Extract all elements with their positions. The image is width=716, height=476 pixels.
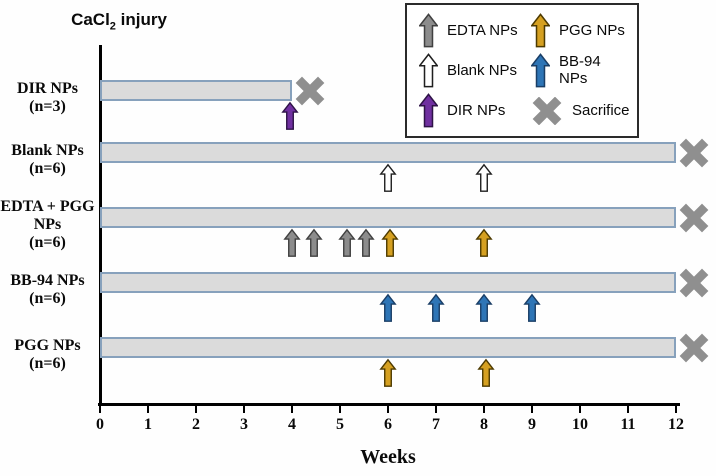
legend-label: EDTA NPs [447, 21, 518, 39]
group-label: DIR NPs (n=3) [0, 66, 95, 130]
bb94-arrow-icon [475, 293, 493, 322]
sacrifice-icon [293, 76, 327, 105]
bb94-arrow-icon [379, 293, 397, 322]
legend-item-dir-nps: DIR NPs [419, 92, 531, 129]
legend-item-sacrifice: Sacrifice [531, 96, 633, 125]
axis-tick [243, 405, 245, 413]
axis-tick [675, 405, 677, 413]
legend-label: Blank NPs [447, 61, 518, 79]
axis-tick-label: 10 [572, 416, 588, 433]
axis-tick-label: 12 [668, 416, 684, 433]
timeline-bar [100, 272, 676, 293]
axis-tick [483, 405, 485, 413]
blank-arrow-icon [379, 163, 397, 192]
edta-arrow-icon [357, 228, 376, 257]
group-label: PGG NPs (n=6) [0, 323, 95, 387]
bb94-arrow-icon [531, 53, 550, 88]
pgg-arrow-icon [379, 358, 397, 387]
axis-tick [147, 405, 149, 413]
blank-arrow-icon [475, 163, 493, 192]
axis-tick-label: 1 [144, 416, 152, 433]
pgg-arrow-icon [381, 228, 400, 257]
title-subscript: 2 [109, 20, 116, 33]
pgg-arrow-icon [475, 228, 493, 257]
legend-label: PGG NPs [559, 21, 625, 39]
edta-arrow-icon [283, 228, 301, 257]
axis-tick [627, 405, 629, 413]
group-name: BB-94 NPs [10, 272, 85, 290]
axis-tick-label: 6 [384, 416, 392, 433]
axis-tick-label: 4 [288, 416, 296, 433]
group-label: EDTA + PGG NPs (n=6) [0, 193, 95, 257]
axis-tick-label: 7 [432, 416, 440, 433]
timeline-bar [100, 80, 292, 101]
edta-arrow-icon [419, 12, 438, 48]
sacrifice-icon [532, 96, 562, 125]
legend-item-edta-nps: EDTA NPs [419, 12, 531, 49]
group-name: Blank NPs [11, 142, 84, 160]
axis-tick [387, 405, 389, 413]
axis-tick [579, 405, 581, 413]
axis-tick [291, 405, 293, 413]
axis-tick-label: 2 [192, 416, 200, 433]
legend-label: DIR NPs [447, 102, 506, 120]
group-name: EDTA + PGG NPs [0, 198, 95, 234]
timeline-bar [100, 337, 676, 358]
x-axis-line [98, 403, 680, 406]
axis-tick [531, 405, 533, 413]
legend-label: Sacrifice [572, 102, 630, 120]
sacrifice-icon [677, 333, 711, 362]
timeline-bar [100, 142, 676, 163]
axis-tick [195, 405, 197, 413]
axis-tick-label: 5 [336, 416, 344, 433]
axis-tick-label: 11 [620, 416, 636, 433]
axis-tick [435, 405, 437, 413]
group-count: (n=6) [29, 160, 66, 177]
blank-arrow-icon [419, 53, 438, 88]
pgg-arrow-icon [477, 358, 496, 387]
group-count: (n=6) [29, 233, 66, 251]
axis-tick [99, 405, 101, 413]
legend-label: BB-94 NPs [559, 53, 601, 88]
x-axis-label: Weeks [360, 446, 416, 468]
bb94-arrow-icon [427, 293, 445, 322]
edta-arrow-icon [304, 228, 323, 257]
legend-item-bb94-nps: BB-94 NPs [531, 52, 633, 89]
axis-tick-label: 9 [528, 416, 536, 433]
pgg-arrow-icon [531, 12, 550, 48]
group-label: BB-94 NPs (n=6) [0, 258, 95, 322]
dir-arrow-icon [280, 101, 299, 130]
group-name: PGG NPs [14, 337, 81, 355]
group-name: DIR NPs [17, 80, 78, 98]
group-count: (n=6) [29, 355, 66, 372]
edta-arrow-icon [338, 228, 356, 257]
axis-tick-label: 0 [96, 416, 104, 433]
legend-item-pgg-nps: PGG NPs [531, 12, 633, 49]
legend-box: EDTA NPs PGG NPs Blank NPs BB-94 NPs DIR [405, 3, 639, 138]
title-prefix: CaCl [71, 10, 110, 29]
group-count: (n=3) [29, 98, 66, 115]
group-count: (n=6) [29, 290, 66, 307]
title-suffix: injury [115, 10, 167, 29]
legend-item-blank-nps: Blank NPs [419, 52, 531, 89]
bb94-arrow-icon [523, 293, 541, 322]
sacrifice-icon [677, 203, 711, 232]
timeline-bar [100, 207, 676, 228]
sacrifice-icon [677, 268, 711, 297]
axis-tick [339, 405, 341, 413]
sacrifice-icon [677, 138, 711, 167]
dir-arrow-icon [419, 93, 438, 128]
axis-tick-label: 3 [240, 416, 248, 433]
axis-tick-label: 8 [480, 416, 488, 433]
chart-title: CaCl2 injury [56, 10, 182, 32]
group-label: Blank NPs (n=6) [0, 128, 95, 192]
